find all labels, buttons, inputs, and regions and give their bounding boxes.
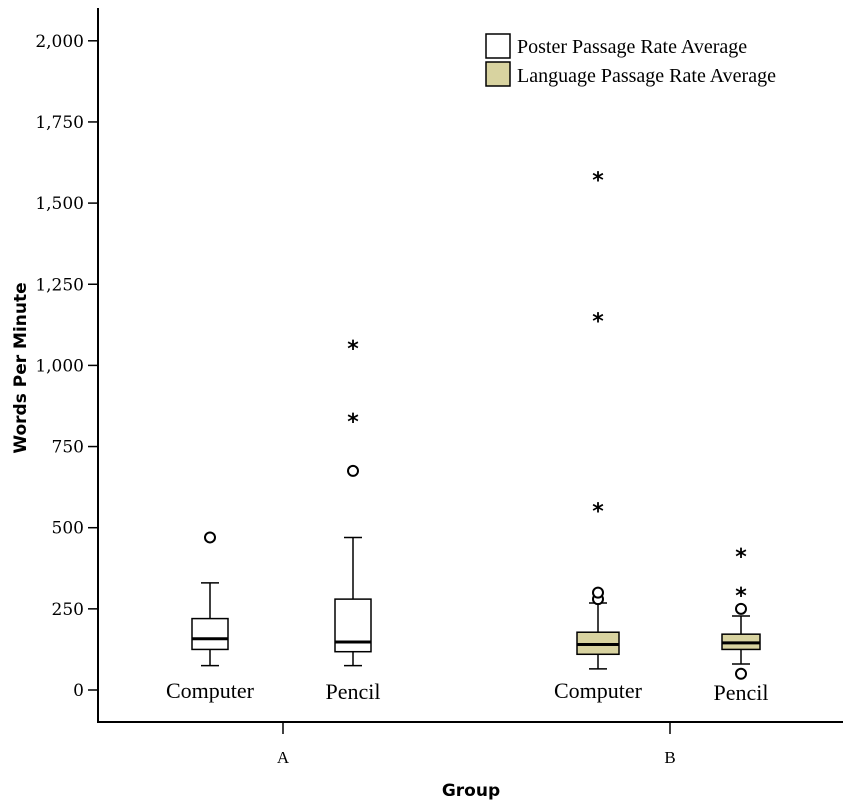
legend-label-poster: Poster Passage Rate Average bbox=[517, 36, 747, 58]
outlier-point bbox=[204, 531, 216, 544]
box-label: Pencil bbox=[326, 679, 381, 704]
extreme-point: * bbox=[592, 309, 604, 334]
legend-swatch-poster bbox=[485, 33, 511, 59]
extreme-point: * bbox=[735, 584, 747, 609]
extreme-point: * bbox=[592, 499, 604, 524]
extreme-point: * bbox=[592, 168, 604, 193]
y-tick-label: 1,750 bbox=[35, 113, 84, 133]
box-plot: * * * Computer bbox=[554, 168, 643, 703]
box-label: Computer bbox=[554, 678, 643, 703]
box-plot: Computer bbox=[166, 531, 255, 703]
y-tick-label: 0 bbox=[73, 681, 84, 701]
legend-entry: Poster Passage Rate Average bbox=[485, 33, 747, 59]
y-tick-label: 1,000 bbox=[35, 356, 84, 376]
box-plot: * * Pencil bbox=[714, 545, 769, 705]
box-plot: * * Pencil bbox=[326, 337, 381, 704]
y-tick-label: 250 bbox=[52, 600, 84, 620]
y-tick-label: 1,500 bbox=[35, 194, 84, 214]
outlier-point bbox=[735, 602, 747, 615]
y-tick-label: 500 bbox=[52, 519, 84, 539]
extreme-point: * bbox=[735, 545, 747, 570]
box-label: Computer bbox=[166, 678, 255, 703]
group-label: A bbox=[277, 748, 290, 767]
x-axis-title: Group bbox=[442, 781, 500, 801]
outlier-point bbox=[347, 464, 359, 477]
outlier-point bbox=[592, 586, 604, 599]
y-tick-label: 2,000 bbox=[35, 32, 84, 52]
legend-label-language: Language Passage Rate Average bbox=[517, 65, 776, 87]
legend-entry: Language Passage Rate Average bbox=[485, 61, 776, 87]
extreme-point: * bbox=[347, 410, 359, 435]
outlier-point bbox=[735, 667, 747, 680]
legend-swatch-language bbox=[485, 61, 511, 87]
iqr-box bbox=[191, 617, 229, 651]
y-tick-label: 750 bbox=[52, 438, 84, 458]
extreme-point: * bbox=[347, 337, 359, 362]
iqr-box bbox=[334, 598, 372, 653]
y-axis-title: Words Per Minute bbox=[11, 282, 31, 453]
y-tick-label: 1,250 bbox=[35, 275, 84, 295]
box-label: Pencil bbox=[714, 680, 769, 705]
legend: Poster Passage Rate Average Language Pas… bbox=[485, 33, 776, 87]
group-label: B bbox=[664, 748, 675, 767]
y-axis-ticks: 0 250 500 750 1,000 1,250 1,500 1,750 2,000 bbox=[35, 32, 98, 701]
box-plots: Computer * * Pencil * * * Computer * * Pencil bbox=[166, 168, 769, 705]
